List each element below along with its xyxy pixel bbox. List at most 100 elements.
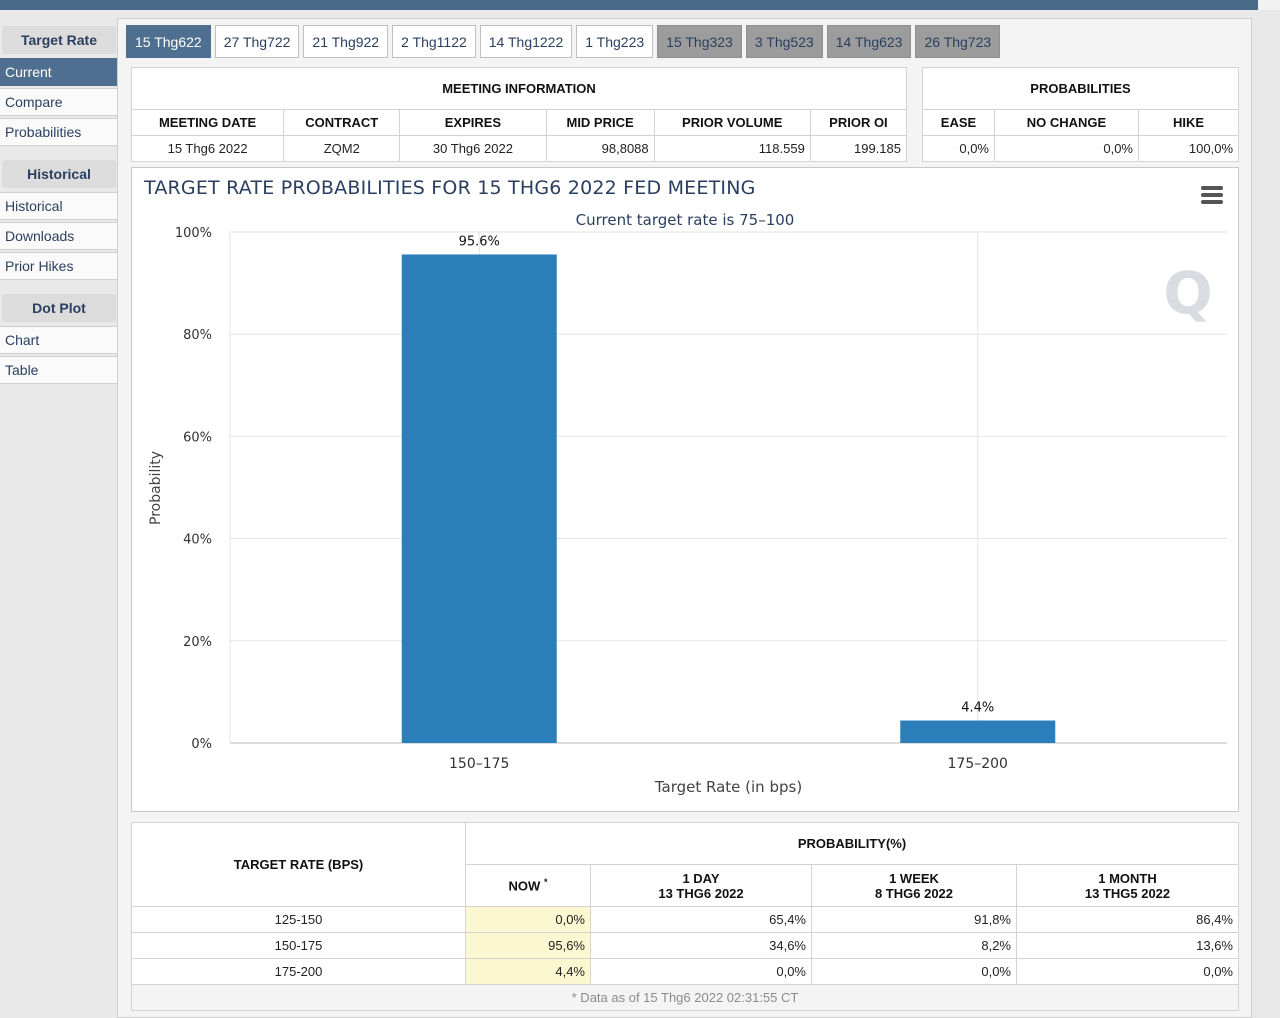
column-header-1-month: 1 MONTH 13 THG5 2022 [1016, 864, 1239, 907]
data-timestamp-footnote: * Data as of 15 Thg6 2022 02:31:55 CT [131, 984, 1239, 1011]
column-header-1-day: 1 DAY 13 THG6 2022 [590, 864, 812, 907]
sidebar-item-chart[interactable]: Chart [0, 326, 118, 354]
sidebar-item-table[interactable]: Table [0, 356, 118, 384]
y-tick-label: 20% [183, 635, 212, 650]
contract-value: ZQM2 [283, 135, 401, 162]
column-header-line: 1 WEEK [889, 870, 939, 886]
probability-history-table: TARGET RATE (BPS) PROBABILITY(%) NOW * 1… [131, 822, 1239, 1011]
hamburger-menu-icon[interactable] [1201, 186, 1223, 204]
column-header-date: 13 THG6 2022 [658, 885, 744, 901]
value-cell: 91,8% [811, 906, 1017, 933]
tab-meeting[interactable]: 15 Thg622 [126, 25, 211, 58]
column-header: HIKE [1138, 109, 1239, 136]
value-cell: 8,2% [811, 932, 1017, 959]
tab-meeting[interactable]: 27 Thg722 [214, 25, 300, 58]
tab-meeting[interactable]: 26 Thg723 [915, 25, 1001, 58]
column-header: NO CHANGE [994, 109, 1139, 136]
y-tick-label: 60% [183, 430, 212, 445]
meeting-information-table: MEETING INFORMATION MEETING DATE CONTRAC… [130, 67, 908, 162]
now-label: NOW [508, 878, 541, 894]
column-header-line: 1 DAY [682, 870, 720, 886]
tab-meeting[interactable]: 2 Thg1122 [392, 25, 476, 58]
x-tick-label: 150–175 [449, 756, 509, 772]
sidebar-heading-historical: Historical [2, 160, 116, 188]
x-tick-label: 175–200 [948, 756, 1008, 772]
prior-volume-value: 118.559 [653, 135, 811, 162]
tab-meeting[interactable]: 14 Thg623 [826, 25, 912, 58]
chart-title: TARGET RATE PROBABILITIES FOR 15 THG6 20… [144, 177, 756, 199]
column-header: MID PRICE [545, 109, 655, 136]
bar [401, 254, 557, 743]
hike-value: 100,0% [1138, 135, 1239, 162]
sidebar-item-compare[interactable]: Compare [0, 88, 118, 116]
sidebar-item-downloads[interactable]: Downloads [0, 222, 118, 250]
mid-price-value: 98,8088 [545, 135, 655, 162]
column-header: EASE [922, 109, 995, 136]
probabilities-heading: PROBABILITIES [922, 67, 1239, 110]
now-footnote-mark: * [543, 877, 548, 888]
column-header: PRIOR OI [809, 109, 908, 136]
target-rate-cell: 125-150 [131, 906, 466, 933]
prior-oi-value: 199.185 [809, 135, 908, 162]
target-rate-cell: 175-200 [131, 958, 466, 985]
y-tick-label: 80% [183, 328, 212, 343]
tab-meeting[interactable]: 15 Thg323 [657, 25, 742, 58]
chart-container: Q Current target rate is 75–100 0% 20% 40% 60… [131, 167, 1239, 812]
sidebar-item-probabilities[interactable]: Probabilities [0, 118, 118, 146]
y-tick-label: 0% [191, 737, 212, 752]
sidebar: Target Rate Current Compare Probabilitie… [0, 26, 118, 386]
sidebar-item-current[interactable]: Current [0, 58, 118, 86]
target-rate-cell: 150-175 [131, 932, 466, 959]
bar-data-label: 95.6% [459, 234, 500, 249]
sidebar-heading-dot-plot: Dot Plot [2, 294, 116, 322]
main-panel: 15 Thg622 27 Thg722 21 Thg922 2 Thg1122 … [117, 18, 1252, 1018]
table-row: 0,0% 0,0% 100,0% [922, 135, 1239, 162]
table-row: 175-200 4,4% 0,0% 0,0% 0,0% [131, 958, 1239, 985]
bar [900, 720, 1056, 743]
probability-heading: PROBABILITY(%) [465, 822, 1239, 865]
value-cell: 0,0% [811, 958, 1017, 985]
chart-subtitle: Current target rate is 75–100 [576, 211, 795, 229]
no-change-value: 0,0% [994, 135, 1139, 162]
sidebar-item-prior-hikes[interactable]: Prior Hikes [0, 252, 118, 280]
column-header-line: 1 MONTH [1098, 870, 1157, 886]
x-axis-title: Target Rate (in bps) [654, 778, 802, 796]
now-column-header: NOW * [465, 864, 591, 907]
value-cell: 65,4% [590, 906, 812, 933]
table-row: 125-150 0,0% 65,4% 91,8% 86,4% [131, 906, 1239, 933]
value-cell: 0,0% [590, 958, 812, 985]
bar-chart: Q Current target rate is 75–100 0% 20% 40% 60… [148, 211, 1227, 796]
target-rate-heading: TARGET RATE (BPS) [131, 822, 466, 907]
column-header-date: 8 THG6 2022 [874, 885, 954, 901]
bar-data-label: 4.4% [961, 701, 994, 716]
column-header: EXPIRES [399, 109, 547, 136]
value-cell: 0,0% [1016, 958, 1239, 985]
meeting-date-value: 15 Thg6 2022 [130, 135, 285, 162]
meeting-tabs: 15 Thg622 27 Thg722 21 Thg922 2 Thg1122 … [126, 25, 1001, 58]
value-cell: 34,6% [590, 932, 812, 959]
y-axis-title: Probability [148, 451, 164, 525]
table-row: 150-175 95,6% 34,6% 8,2% 13,6% [131, 932, 1239, 959]
meeting-information-heading: MEETING INFORMATION [131, 67, 907, 110]
column-header: PRIOR VOLUME [653, 109, 811, 136]
column-header-date: 13 THG5 2022 [1084, 885, 1171, 901]
y-tick-label: 40% [183, 533, 212, 548]
tab-meeting[interactable]: 14 Thg1222 [479, 25, 573, 58]
now-cell: 4,4% [465, 958, 591, 985]
probabilities-table: PROBABILITIES EASE NO CHANGE HIKE 0,0% 0… [922, 67, 1239, 162]
top-bar-edge [1258, 0, 1280, 10]
sidebar-item-historical[interactable]: Historical [0, 192, 118, 220]
now-cell: 95,6% [465, 932, 591, 959]
q-logo-watermark: Q [1163, 259, 1212, 327]
ease-value: 0,0% [922, 135, 995, 162]
tab-meeting[interactable]: 21 Thg922 [303, 25, 389, 58]
sidebar-heading-target-rate: Target Rate [2, 26, 116, 54]
column-header-1-week: 1 WEEK 8 THG6 2022 [811, 864, 1017, 907]
y-tick-label: 100% [175, 226, 212, 241]
expires-value: 30 Thg6 2022 [399, 135, 547, 162]
value-cell: 86,4% [1016, 906, 1239, 933]
now-cell: 0,0% [465, 906, 591, 933]
tab-meeting[interactable]: 3 Thg523 [745, 25, 823, 58]
top-bar [0, 0, 1258, 10]
tab-meeting[interactable]: 1 Thg223 [576, 25, 654, 58]
